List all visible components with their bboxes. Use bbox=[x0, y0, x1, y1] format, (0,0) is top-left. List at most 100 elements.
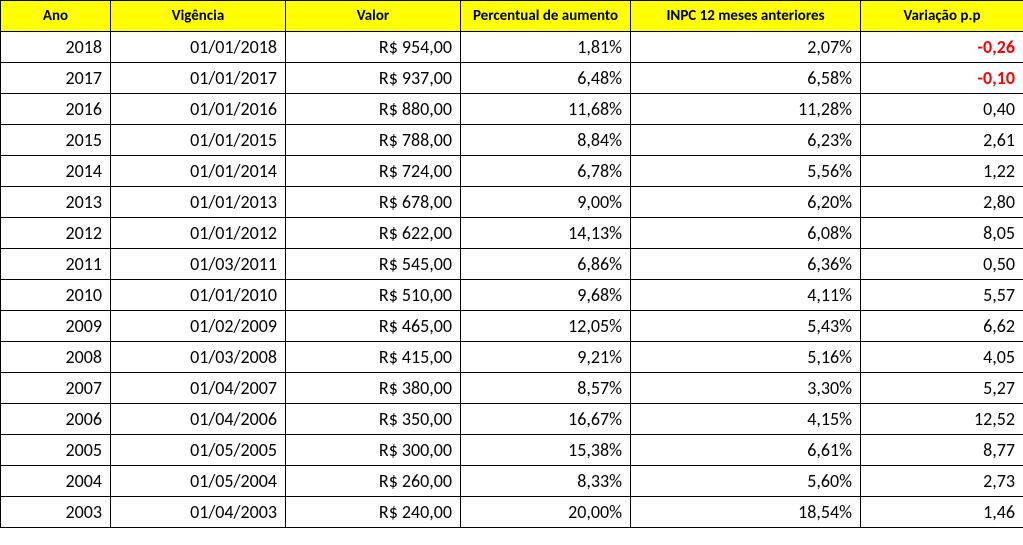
header-row: Ano Vigência Valor Percentual de aumento… bbox=[1, 1, 1023, 32]
cell-valor: R$ 954,00 bbox=[286, 32, 461, 63]
cell-inpc: 6,36% bbox=[631, 249, 861, 280]
col-pct: Percentual de aumento bbox=[461, 1, 631, 32]
table-row: 200801/03/2008R$ 415,009,21%5,16%4,05 bbox=[1, 342, 1023, 373]
table-row: 201101/03/2011R$ 545,006,86%6,36%0,50 bbox=[1, 249, 1023, 280]
cell-valor: R$ 724,00 bbox=[286, 156, 461, 187]
cell-var: 2,73 bbox=[861, 466, 1023, 497]
cell-var: 5,57 bbox=[861, 280, 1023, 311]
cell-vigencia: 01/04/2003 bbox=[111, 497, 286, 528]
cell-var: 8,77 bbox=[861, 435, 1023, 466]
table-row: 200401/05/2004R$ 260,008,33%5,60%2,73 bbox=[1, 466, 1023, 497]
table-row: 201001/01/2010R$ 510,009,68%4,11%5,57 bbox=[1, 280, 1023, 311]
cell-pct: 8,84% bbox=[461, 125, 631, 156]
cell-var: 6,62 bbox=[861, 311, 1023, 342]
cell-ano: 2013 bbox=[1, 187, 111, 218]
cell-vigencia: 01/04/2007 bbox=[111, 373, 286, 404]
cell-valor: R$ 260,00 bbox=[286, 466, 461, 497]
cell-inpc: 6,20% bbox=[631, 187, 861, 218]
table-row: 201801/01/2018R$ 954,001,81%2,07%-0,26 bbox=[1, 32, 1023, 63]
cell-valor: R$ 510,00 bbox=[286, 280, 461, 311]
cell-inpc: 6,61% bbox=[631, 435, 861, 466]
cell-valor: R$ 880,00 bbox=[286, 94, 461, 125]
table-row: 201401/01/2014R$ 724,006,78%5,56%1,22 bbox=[1, 156, 1023, 187]
cell-var: -0,10 bbox=[861, 63, 1023, 94]
table-row: 200701/04/2007R$ 380,008,57%3,30%5,27 bbox=[1, 373, 1023, 404]
cell-inpc: 4,15% bbox=[631, 404, 861, 435]
cell-valor: R$ 240,00 bbox=[286, 497, 461, 528]
cell-var: 1,22 bbox=[861, 156, 1023, 187]
cell-ano: 2003 bbox=[1, 497, 111, 528]
table-row: 200301/04/2003R$ 240,0020,00%18,54%1,46 bbox=[1, 497, 1023, 528]
cell-var: 0,40 bbox=[861, 94, 1023, 125]
cell-pct: 9,21% bbox=[461, 342, 631, 373]
cell-ano: 2015 bbox=[1, 125, 111, 156]
cell-var: 5,27 bbox=[861, 373, 1023, 404]
cell-ano: 2014 bbox=[1, 156, 111, 187]
cell-vigencia: 01/01/2017 bbox=[111, 63, 286, 94]
cell-inpc: 5,16% bbox=[631, 342, 861, 373]
cell-pct: 8,33% bbox=[461, 466, 631, 497]
table-row: 200901/02/2009R$ 465,0012,05%5,43%6,62 bbox=[1, 311, 1023, 342]
col-vigencia: Vigência bbox=[111, 1, 286, 32]
cell-ano: 2005 bbox=[1, 435, 111, 466]
cell-vigencia: 01/01/2015 bbox=[111, 125, 286, 156]
cell-pct: 12,05% bbox=[461, 311, 631, 342]
cell-ano: 2004 bbox=[1, 466, 111, 497]
cell-inpc: 18,54% bbox=[631, 497, 861, 528]
cell-pct: 6,48% bbox=[461, 63, 631, 94]
col-inpc: INPC 12 meses anteriores bbox=[631, 1, 861, 32]
cell-pct: 9,68% bbox=[461, 280, 631, 311]
table-row: 200501/05/2005R$ 300,0015,38%6,61%8,77 bbox=[1, 435, 1023, 466]
cell-valor: R$ 415,00 bbox=[286, 342, 461, 373]
cell-inpc: 5,43% bbox=[631, 311, 861, 342]
cell-valor: R$ 465,00 bbox=[286, 311, 461, 342]
cell-ano: 2012 bbox=[1, 218, 111, 249]
cell-inpc: 4,11% bbox=[631, 280, 861, 311]
table-row: 201601/01/2016R$ 880,0011,68%11,28%0,40 bbox=[1, 94, 1023, 125]
cell-ano: 2008 bbox=[1, 342, 111, 373]
table-row: 201701/01/2017R$ 937,006,48%6,58%-0,10 bbox=[1, 63, 1023, 94]
cell-vigencia: 01/02/2009 bbox=[111, 311, 286, 342]
cell-var: 8,05 bbox=[861, 218, 1023, 249]
cell-vigencia: 01/01/2012 bbox=[111, 218, 286, 249]
cell-vigencia: 01/04/2006 bbox=[111, 404, 286, 435]
cell-valor: R$ 380,00 bbox=[286, 373, 461, 404]
cell-valor: R$ 300,00 bbox=[286, 435, 461, 466]
salary-history-table: Ano Vigência Valor Percentual de aumento… bbox=[0, 0, 1023, 528]
col-ano: Ano bbox=[1, 1, 111, 32]
cell-inpc: 5,56% bbox=[631, 156, 861, 187]
cell-ano: 2009 bbox=[1, 311, 111, 342]
cell-inpc: 3,30% bbox=[631, 373, 861, 404]
cell-pct: 6,78% bbox=[461, 156, 631, 187]
cell-ano: 2017 bbox=[1, 63, 111, 94]
cell-pct: 1,81% bbox=[461, 32, 631, 63]
cell-valor: R$ 788,00 bbox=[286, 125, 461, 156]
cell-pct: 14,13% bbox=[461, 218, 631, 249]
table-row: 201501/01/2015R$ 788,008,84%6,23%2,61 bbox=[1, 125, 1023, 156]
cell-var: 2,80 bbox=[861, 187, 1023, 218]
cell-vigencia: 01/01/2013 bbox=[111, 187, 286, 218]
cell-var: 0,50 bbox=[861, 249, 1023, 280]
cell-pct: 20,00% bbox=[461, 497, 631, 528]
cell-valor: R$ 937,00 bbox=[286, 63, 461, 94]
cell-valor: R$ 678,00 bbox=[286, 187, 461, 218]
cell-pct: 8,57% bbox=[461, 373, 631, 404]
cell-valor: R$ 622,00 bbox=[286, 218, 461, 249]
cell-ano: 2016 bbox=[1, 94, 111, 125]
cell-ano: 2018 bbox=[1, 32, 111, 63]
col-valor: Valor bbox=[286, 1, 461, 32]
table-head: Ano Vigência Valor Percentual de aumento… bbox=[1, 1, 1023, 32]
cell-vigencia: 01/01/2016 bbox=[111, 94, 286, 125]
table-row: 200601/04/2006R$ 350,0016,67%4,15%12,52 bbox=[1, 404, 1023, 435]
cell-valor: R$ 545,00 bbox=[286, 249, 461, 280]
cell-pct: 15,38% bbox=[461, 435, 631, 466]
col-var: Variação p.p bbox=[861, 1, 1023, 32]
cell-inpc: 6,23% bbox=[631, 125, 861, 156]
cell-var: 12,52 bbox=[861, 404, 1023, 435]
cell-var: 1,46 bbox=[861, 497, 1023, 528]
cell-ano: 2011 bbox=[1, 249, 111, 280]
cell-inpc: 5,60% bbox=[631, 466, 861, 497]
table-body: 201801/01/2018R$ 954,001,81%2,07%-0,2620… bbox=[1, 32, 1023, 528]
cell-vigencia: 01/05/2005 bbox=[111, 435, 286, 466]
cell-valor: R$ 350,00 bbox=[286, 404, 461, 435]
